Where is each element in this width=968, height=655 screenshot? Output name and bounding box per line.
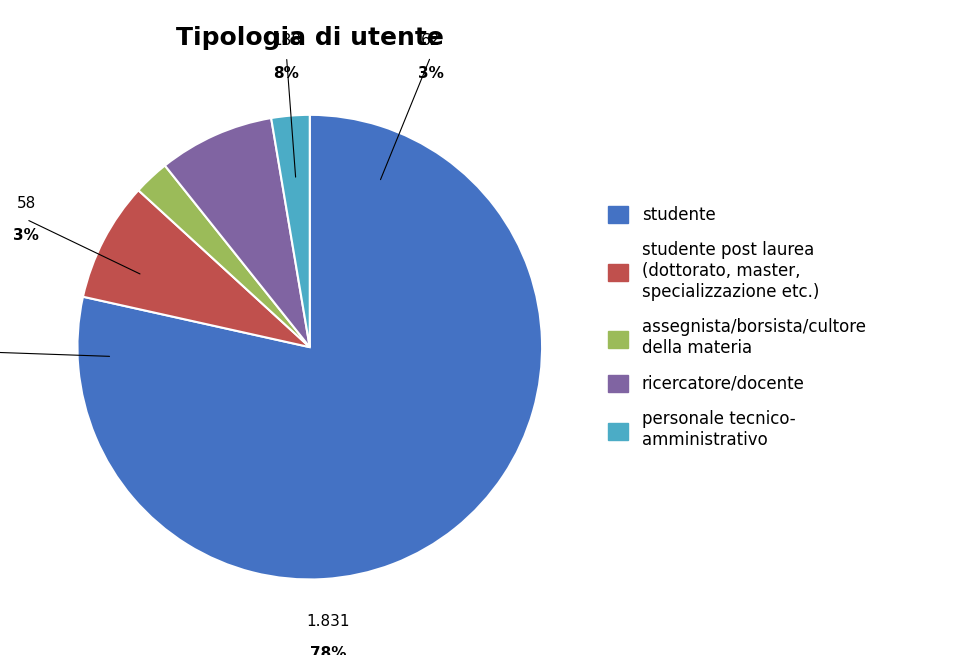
Text: 188: 188 bbox=[272, 33, 301, 48]
Text: 62: 62 bbox=[421, 33, 440, 48]
Wedge shape bbox=[165, 118, 310, 347]
Text: 8%: 8% bbox=[274, 66, 299, 81]
Wedge shape bbox=[138, 166, 310, 347]
Legend: studente, studente post laurea
(dottorato, master,
specializzazione etc.), asseg: studente, studente post laurea (dottorat… bbox=[609, 206, 865, 449]
Wedge shape bbox=[271, 115, 310, 347]
Text: 58: 58 bbox=[16, 196, 36, 211]
Wedge shape bbox=[77, 115, 542, 580]
Text: Tipologia di utente: Tipologia di utente bbox=[176, 26, 443, 50]
Text: 78%: 78% bbox=[310, 646, 347, 655]
Wedge shape bbox=[83, 190, 310, 347]
Text: 1.831: 1.831 bbox=[307, 614, 350, 629]
Text: 3%: 3% bbox=[14, 228, 40, 243]
Text: 3%: 3% bbox=[417, 66, 443, 81]
